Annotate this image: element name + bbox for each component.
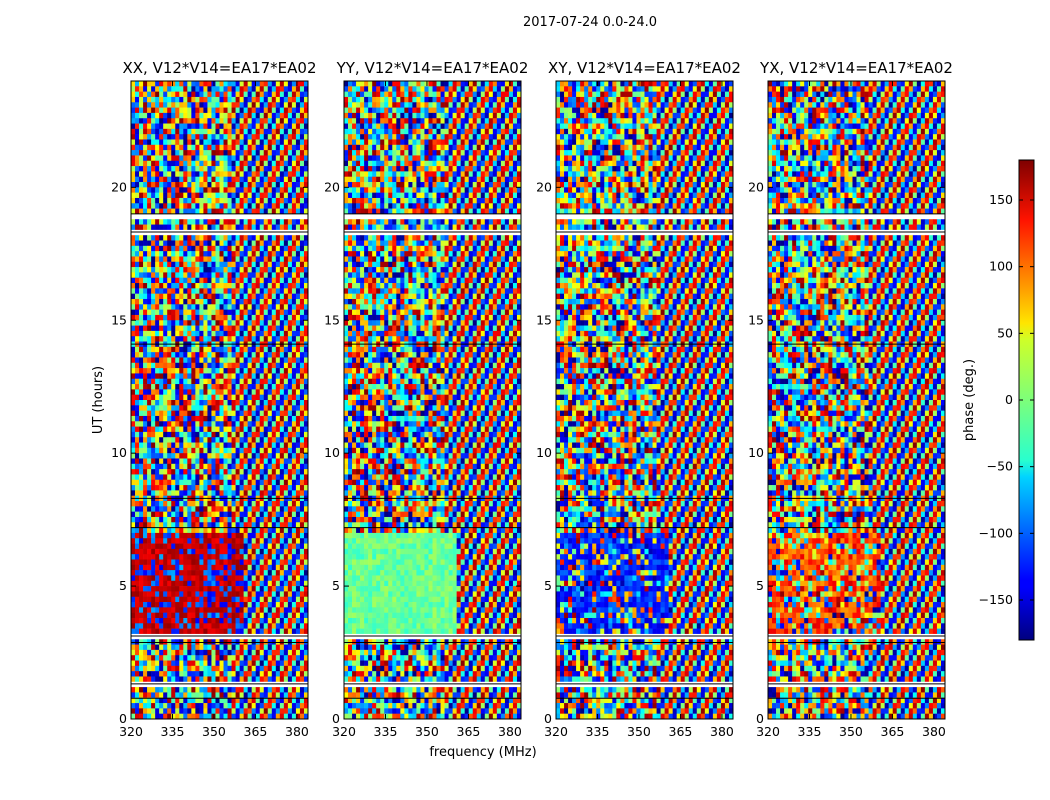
flagged-gap	[768, 633, 945, 640]
heatmap-xy	[556, 81, 734, 720]
y-tick-label: 0	[544, 711, 552, 726]
y-tick-label: 10	[324, 445, 340, 460]
x-tick-label: 320	[332, 724, 356, 739]
flagged-gap	[131, 633, 308, 640]
x-tick-label: 380	[498, 724, 522, 739]
flagged-gap	[344, 213, 521, 220]
panels: XX, V12*V14=EA17*EA02 320 335 350 365 380 0 5 10…	[111, 59, 953, 739]
flagged-gap	[131, 213, 308, 220]
flagged-gap	[556, 681, 733, 688]
x-tick-label: 350	[627, 724, 651, 739]
y-tick-label: 10	[536, 445, 552, 460]
colorbar-tick-label: 0	[1005, 392, 1013, 407]
flagged-gap	[768, 681, 945, 688]
x-tick-label: 335	[798, 724, 822, 739]
x-tick-label: 335	[374, 724, 398, 739]
colorbar-tick-label: 100	[989, 259, 1013, 274]
x-tick-label: 320	[119, 724, 143, 739]
colorbar: −150 −100 −50 0 50 100 150	[979, 159, 1035, 641]
x-tick-label: 320	[544, 724, 568, 739]
panel-xx: XX, V12*V14=EA17*EA02 320 335 350 365 380 0 5 10…	[111, 59, 316, 739]
x-tick-label: 365	[244, 724, 268, 739]
x-tick-label: 335	[586, 724, 610, 739]
flagged-gap	[344, 633, 521, 640]
y-tick-label: 20	[748, 179, 764, 194]
y-tick-label: 5	[332, 578, 340, 593]
x-axis-label: frequency (MHz)	[429, 745, 536, 760]
figure-title: 2017-07-24 0.0-24.0	[523, 15, 657, 30]
x-tick-label: 350	[839, 724, 863, 739]
x-tick-label: 380	[710, 724, 734, 739]
y-tick-label: 5	[119, 578, 127, 593]
x-tick-label: 365	[457, 724, 481, 739]
heatmap-yx	[768, 81, 946, 720]
flagged-gap	[556, 213, 733, 220]
y-tick-label: 15	[536, 312, 552, 327]
y-tick-label: 15	[324, 312, 340, 327]
flagged-gap	[131, 681, 308, 688]
y-tick-label: 10	[748, 445, 764, 460]
colorbar-tick-label: −150	[979, 592, 1013, 607]
flagged-gap	[344, 681, 521, 688]
flagged-gap	[556, 229, 733, 236]
y-tick-label: 10	[111, 445, 127, 460]
y-tick-label: 0	[332, 711, 340, 726]
y-tick-label: 5	[756, 578, 764, 593]
panel-frame	[767, 80, 946, 720]
x-tick-label: 365	[881, 724, 905, 739]
y-axis-label: UT (hours)	[91, 366, 106, 434]
y-tick-label: 15	[748, 312, 764, 327]
colorbar-tick-label: −100	[979, 525, 1013, 540]
heatmap-yy	[344, 81, 522, 720]
x-tick-label: 380	[922, 724, 946, 739]
x-tick-label: 320	[756, 724, 780, 739]
y-tick-label: 20	[111, 179, 127, 194]
colorbar-tick-label: 50	[997, 325, 1013, 340]
x-tick-label: 365	[669, 724, 693, 739]
panel-xy: XY, V12*V14=EA17*EA02 320 335 350 365 380 0 5 10…	[536, 59, 741, 739]
panel-title: YY, V12*V14=EA17*EA02	[336, 59, 529, 77]
flagged-gap	[131, 229, 308, 236]
flagged-gap	[768, 229, 945, 236]
y-tick-label: 15	[111, 312, 127, 327]
flagged-gap	[556, 633, 733, 640]
heatmap-xx	[131, 81, 309, 720]
y-tick-label: 20	[536, 179, 552, 194]
flagged-gap	[344, 229, 521, 236]
panel-title: XX, V12*V14=EA17*EA02	[122, 59, 316, 77]
y-tick-label: 20	[324, 179, 340, 194]
panel-frame	[343, 80, 522, 720]
colorbar-label: phase (deg.)	[962, 359, 977, 441]
x-tick-label: 350	[202, 724, 226, 739]
y-tick-label: 0	[756, 711, 764, 726]
x-tick-label: 380	[285, 724, 309, 739]
y-tick-label: 0	[119, 711, 127, 726]
panel-frame	[555, 80, 734, 720]
panel-title: XY, V12*V14=EA17*EA02	[548, 59, 741, 77]
panel-title: YX, V12*V14=EA17*EA02	[759, 59, 953, 77]
panel-yy: YY, V12*V14=EA17*EA02 320 335 350 365 380 0 5 10…	[324, 59, 528, 739]
panel-yx: YX, V12*V14=EA17*EA02 320 335 350 365 380 0 5 10…	[748, 59, 953, 739]
flagged-gap	[768, 213, 945, 220]
x-tick-label: 350	[415, 724, 439, 739]
panel-frame	[130, 80, 309, 720]
x-tick-label: 335	[161, 724, 185, 739]
y-tick-label: 5	[544, 578, 552, 593]
colorbar-tick-label: 150	[989, 192, 1013, 207]
colorbar-tick-label: −50	[987, 459, 1013, 474]
